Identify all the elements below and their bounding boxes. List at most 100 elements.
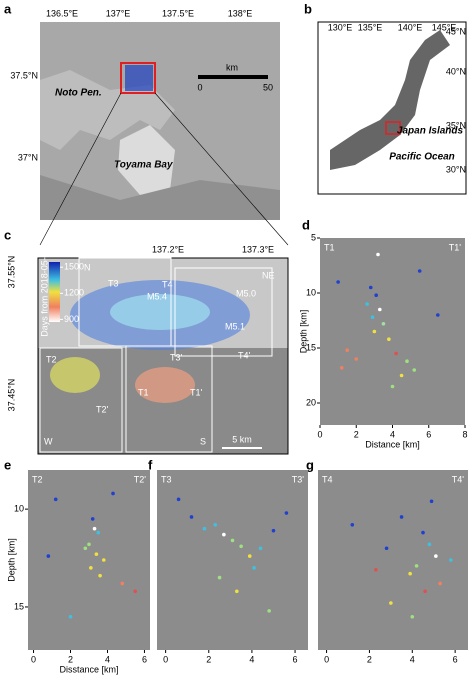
event: [368, 285, 373, 290]
region-s: [125, 345, 213, 453]
profile-end: T4': [452, 474, 465, 484]
profile-label: T2': [96, 404, 109, 414]
lon-tick-label: 136.5°E: [46, 8, 78, 18]
event: [449, 558, 453, 562]
x-axis-label: Disstance [km]: [59, 664, 118, 674]
event: [376, 252, 380, 257]
profile-label: T3': [170, 352, 183, 362]
event: [90, 517, 95, 521]
colorbar-tick-label: 1200: [64, 288, 84, 298]
profile-start: T4: [322, 474, 333, 484]
event: [189, 515, 194, 519]
event: [412, 368, 417, 372]
event: [46, 554, 51, 558]
event: [410, 614, 415, 619]
lon-tick-label: 140°E: [398, 22, 423, 32]
event: [370, 315, 375, 320]
lat-tick-label: 37°N: [18, 152, 38, 162]
place-label: Toyama Bay: [114, 160, 173, 171]
lat-tick-label: 30°N: [446, 164, 466, 174]
y-axis-label: Depth [km]: [6, 538, 16, 582]
x-tick-label: 2: [206, 654, 211, 664]
colorbar-tick-label: 1500: [64, 262, 84, 272]
x-tick-label: 0: [31, 654, 36, 664]
event: [399, 373, 404, 378]
focus-box: [120, 62, 156, 94]
x-tick-label: 2: [354, 429, 359, 439]
profile-end: T2': [134, 474, 147, 484]
profile-label: T3: [108, 278, 119, 288]
zoom-line: [154, 92, 289, 246]
x-tick-label: 6: [293, 654, 298, 664]
event: [378, 307, 382, 312]
region-label: NE: [262, 270, 275, 280]
x-tick-label: 4: [249, 654, 254, 664]
region-w: [39, 347, 123, 453]
event: [230, 538, 235, 543]
event: [176, 497, 181, 502]
event: [83, 546, 88, 551]
region-n: [78, 257, 172, 347]
seismicity: [50, 357, 100, 393]
event: [339, 366, 344, 370]
event: [133, 589, 138, 594]
scale-label: 0: [197, 82, 202, 92]
lat-tick-label: 35°N: [446, 120, 466, 130]
lon-tick-label: 130°E: [328, 22, 353, 32]
seismicity: [135, 367, 195, 403]
event: [384, 546, 389, 551]
event: [87, 542, 91, 547]
event: [98, 573, 102, 578]
event: [336, 280, 340, 284]
place-label: Japan Islands: [397, 126, 464, 137]
x-tick-label: 4: [105, 654, 110, 664]
profile-end: T3': [292, 474, 305, 484]
panel-label: f: [148, 457, 153, 472]
plot-background: [28, 470, 150, 650]
event: [399, 515, 404, 519]
seismicity: [125, 65, 153, 91]
event: [438, 581, 442, 586]
event: [423, 589, 427, 594]
event: [96, 530, 101, 535]
event: [421, 530, 425, 535]
event: [89, 566, 93, 570]
event: [247, 554, 252, 558]
event: [217, 575, 222, 580]
event: [350, 522, 355, 527]
magnitude-label: M5.4: [147, 291, 167, 301]
profile-start: T2: [32, 474, 43, 484]
y-tick-label: 10: [14, 504, 24, 514]
event: [252, 566, 256, 570]
x-tick-label: 6: [453, 654, 458, 664]
lat-tick-label: 40°N: [446, 66, 466, 76]
event: [345, 348, 349, 353]
event: [213, 522, 218, 527]
plot-background: [157, 470, 308, 650]
panel-label: c: [4, 227, 11, 242]
place-label: Pacific Ocean: [389, 152, 455, 163]
event: [271, 528, 276, 533]
x-tick-label: 4: [390, 429, 395, 439]
colorbar: [49, 262, 60, 322]
japan: [330, 30, 450, 170]
event: [417, 269, 422, 273]
y-tick-label: 5: [311, 232, 316, 242]
x-tick-label: 0: [324, 654, 329, 664]
event: [258, 546, 263, 551]
toyama-bay: [118, 125, 175, 195]
profile-start: T1: [324, 242, 335, 252]
zoom-line: [39, 92, 122, 246]
event: [101, 558, 106, 562]
y-tick-label: 15: [14, 601, 24, 611]
event: [267, 609, 271, 613]
x-axis-label: Distance [km]: [365, 439, 420, 449]
event: [222, 532, 226, 537]
y-tick-label: 15: [306, 342, 316, 352]
x-tick-label: 0: [317, 429, 322, 439]
event: [92, 526, 97, 531]
panel-label: a: [4, 1, 12, 16]
event: [374, 567, 378, 572]
seismicity: [110, 294, 210, 330]
